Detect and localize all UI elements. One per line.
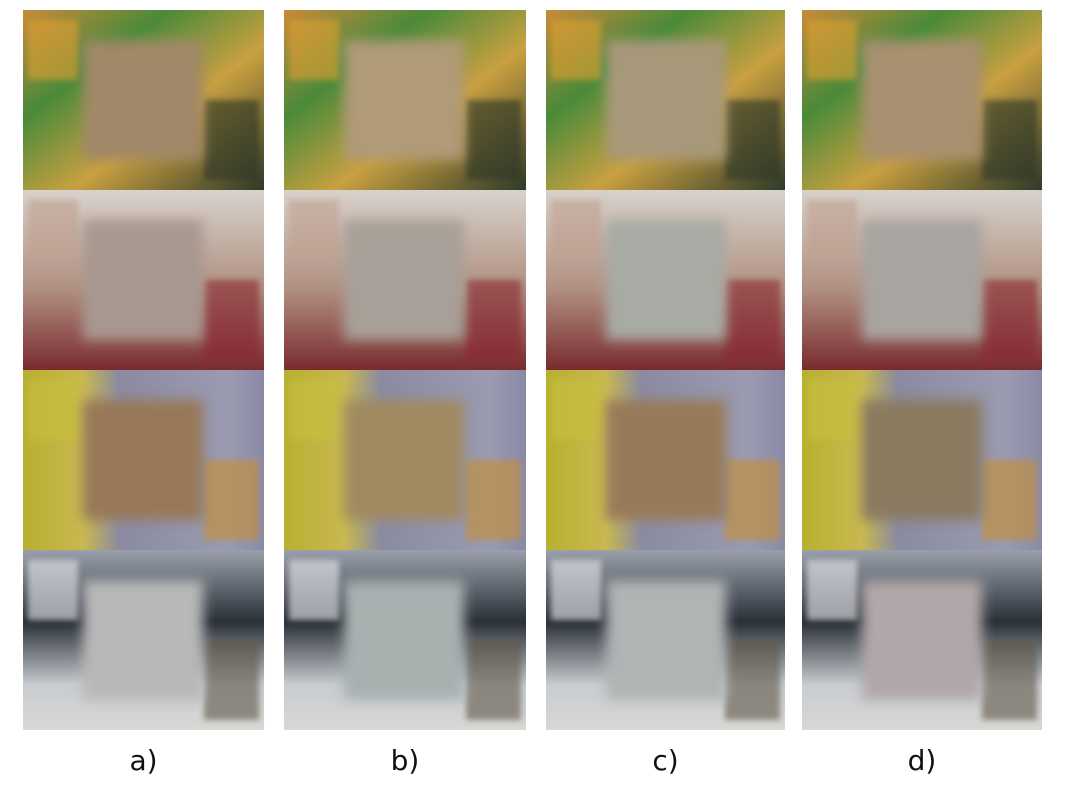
tile-detail [807, 20, 857, 80]
column-label: d) [908, 744, 937, 777]
image-tile [802, 10, 1042, 190]
tile-detail [551, 20, 601, 80]
tile-detail [289, 560, 339, 620]
blurred-region [83, 580, 203, 700]
image-tile [802, 550, 1042, 730]
tile-detail [725, 640, 780, 720]
blurred-region [83, 40, 203, 160]
blurred-region [344, 40, 464, 160]
blurred-region [83, 220, 203, 340]
blurred-region [83, 400, 203, 520]
tile-detail [466, 280, 521, 360]
tile-detail [28, 560, 78, 620]
tile-detail [725, 280, 780, 360]
image-tile [284, 550, 526, 730]
tile-detail [28, 20, 78, 80]
image-tile [802, 370, 1042, 550]
image-tile [23, 370, 264, 550]
tile-detail [204, 280, 259, 360]
tile-detail [204, 100, 259, 180]
tile-detail [466, 460, 521, 540]
image-tile [546, 10, 785, 190]
tile-detail [551, 380, 601, 440]
image-tile [23, 10, 264, 190]
tile-detail [807, 560, 857, 620]
image-tile [546, 370, 785, 550]
tile-detail [204, 640, 259, 720]
tile-detail [466, 100, 521, 180]
tile-detail [551, 200, 601, 260]
blurred-region [606, 400, 726, 520]
image-tile [284, 190, 526, 370]
tile-detail [725, 460, 780, 540]
column-label: b) [391, 744, 420, 777]
blurred-region [344, 580, 464, 700]
blurred-region [344, 400, 464, 520]
tile-detail [807, 380, 857, 440]
tile-detail [725, 100, 780, 180]
tile-detail [289, 20, 339, 80]
blurred-region [344, 220, 464, 340]
tile-detail [982, 640, 1037, 720]
image-tile [284, 10, 526, 190]
tile-detail [28, 380, 78, 440]
image-tile [546, 190, 785, 370]
tile-detail [982, 280, 1037, 360]
tile-detail [289, 380, 339, 440]
column-label: a) [129, 744, 157, 777]
image-tile [546, 550, 785, 730]
column-label: c) [652, 744, 678, 777]
tile-detail [551, 560, 601, 620]
tile-detail [289, 200, 339, 260]
tile-detail [466, 640, 521, 720]
image-tile [23, 550, 264, 730]
tile-detail [28, 200, 78, 260]
blurred-region [862, 40, 982, 160]
blurred-region [606, 220, 726, 340]
blurred-region [862, 400, 982, 520]
image-tile [284, 370, 526, 550]
blurred-region [862, 220, 982, 340]
tile-detail [982, 100, 1037, 180]
tile-detail [982, 460, 1037, 540]
tile-detail [807, 200, 857, 260]
blurred-region [862, 580, 982, 700]
blurred-region [606, 580, 726, 700]
image-tile [802, 190, 1042, 370]
blurred-region [606, 40, 726, 160]
image-tile [23, 190, 264, 370]
tile-detail [204, 460, 259, 540]
